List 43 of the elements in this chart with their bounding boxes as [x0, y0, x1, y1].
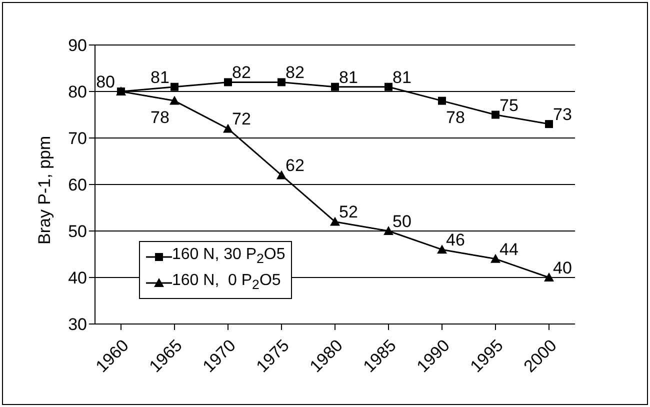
y-tick-label: 30 [68, 315, 87, 334]
point [384, 82, 392, 91]
point [331, 82, 339, 91]
data-label: 80 [96, 72, 115, 92]
data-label: 62 [286, 156, 304, 176]
data-label: 81 [150, 68, 170, 87]
data-label: 81 [392, 68, 412, 87]
point [330, 216, 340, 226]
point [438, 96, 446, 105]
y-tick-label: 70 [68, 129, 87, 148]
y-axis-title: Bray P-1, ppm [35, 136, 54, 244]
legend-label: 160 N, 30 P$_{2}$O5 [172, 245, 286, 268]
legend-label: 160 N, 0 P$_{2}$O5 [172, 271, 281, 294]
data-label: 81 [339, 68, 358, 87]
data-label: 72 [232, 110, 251, 129]
point [544, 272, 554, 282]
data-label: 46 [446, 230, 465, 250]
y-tick-label: 50 [68, 222, 87, 242]
point [170, 96, 180, 105]
data-label: 82 [286, 63, 304, 82]
point [492, 110, 500, 119]
data-label: 52 [339, 202, 358, 222]
y-tick-label: 90 [68, 36, 87, 56]
point [224, 78, 232, 86]
y-tick-label: 40 [68, 268, 87, 288]
point [490, 254, 500, 263]
data-label: 44 [500, 240, 518, 259]
data-label: 82 [232, 63, 251, 82]
point [545, 120, 553, 128]
point [276, 170, 286, 180]
data-label: 78 [150, 108, 170, 127]
data-label: 40 [553, 258, 572, 278]
point [437, 244, 447, 254]
y-tick-label: 60 [68, 176, 87, 195]
point [278, 78, 286, 86]
data-label: 50 [392, 212, 412, 231]
point [384, 226, 394, 235]
point [170, 82, 178, 91]
point [223, 124, 233, 133]
data-label: 73 [553, 105, 572, 124]
y-tick-label: 80 [68, 82, 87, 102]
data-label: 75 [500, 96, 518, 115]
data-label: 78 [446, 108, 465, 127]
